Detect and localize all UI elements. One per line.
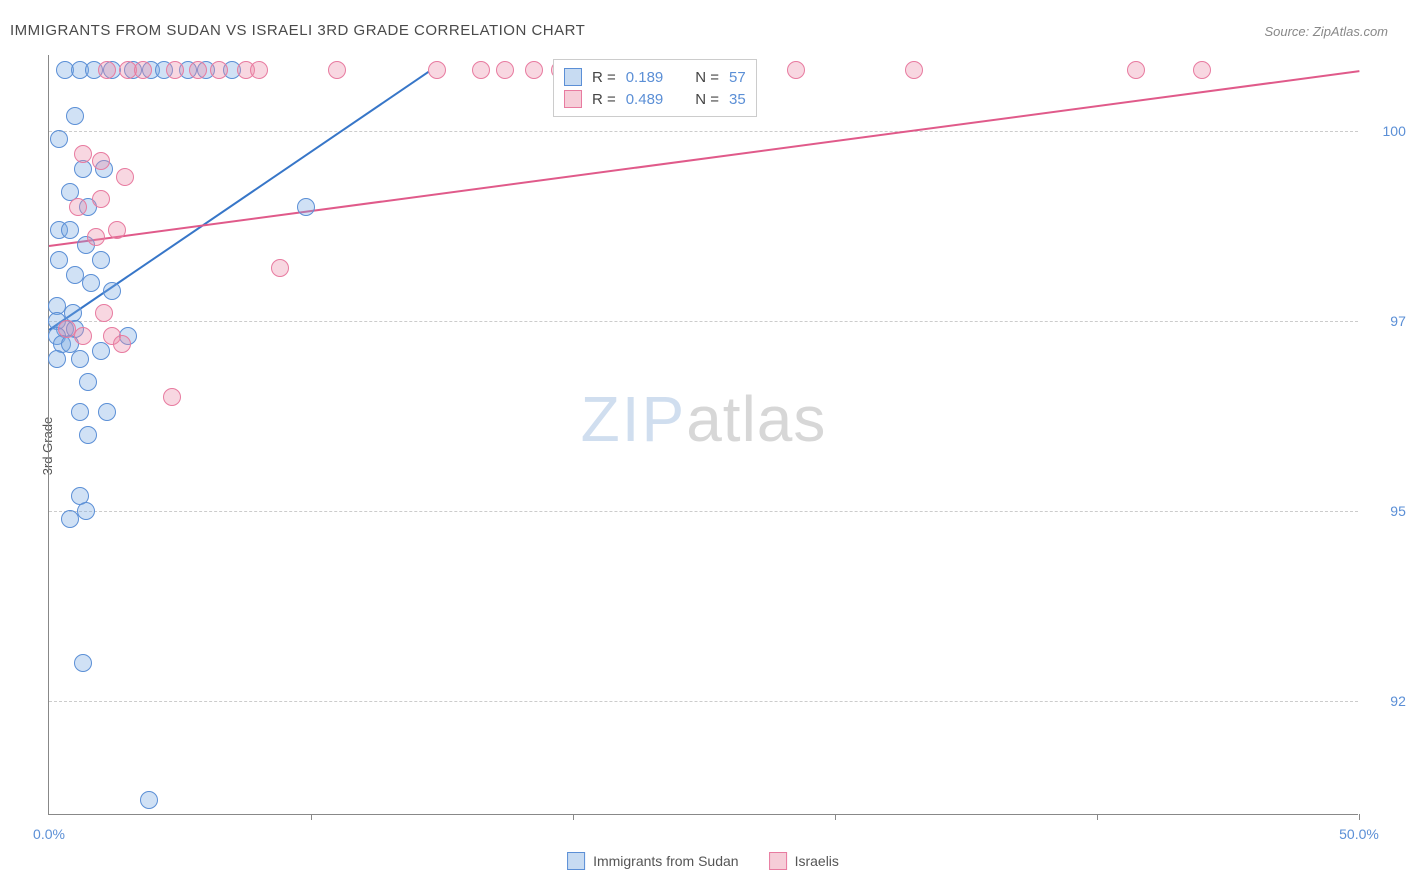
xtick-mark bbox=[573, 814, 574, 820]
data-point bbox=[905, 61, 923, 79]
data-point bbox=[95, 304, 113, 322]
data-point bbox=[71, 350, 89, 368]
ytick-label: 95.0% bbox=[1370, 503, 1406, 519]
legend-label-israelis: Israelis bbox=[795, 853, 839, 869]
gridline-h bbox=[49, 511, 1358, 512]
data-point bbox=[74, 145, 92, 163]
legend-swatch-israelis bbox=[769, 852, 787, 870]
data-point bbox=[66, 107, 84, 125]
gridline-h bbox=[49, 321, 1358, 322]
data-point bbox=[166, 61, 184, 79]
data-point bbox=[92, 190, 110, 208]
data-point bbox=[496, 61, 514, 79]
data-point bbox=[82, 274, 100, 292]
rn-r-value: 0.489 bbox=[626, 91, 664, 108]
xtick-mark bbox=[1359, 814, 1360, 820]
rn-r-label: R = bbox=[592, 91, 616, 108]
data-point bbox=[163, 388, 181, 406]
data-point bbox=[79, 426, 97, 444]
data-point bbox=[50, 130, 68, 148]
xtick-label: 0.0% bbox=[33, 826, 65, 842]
plot-area: ZIPatlas 92.5%95.0%97.5%100.0%0.0%50.0%R… bbox=[48, 55, 1358, 815]
watermark-zip: ZIP bbox=[581, 383, 687, 455]
rn-n-value: 35 bbox=[729, 91, 746, 108]
rn-swatch bbox=[564, 68, 582, 86]
data-point bbox=[50, 251, 68, 269]
legend-swatch-sudan bbox=[567, 852, 585, 870]
xtick-mark bbox=[1097, 814, 1098, 820]
data-point bbox=[74, 327, 92, 345]
data-point bbox=[108, 221, 126, 239]
data-point bbox=[787, 61, 805, 79]
data-point bbox=[92, 342, 110, 360]
xtick-mark bbox=[311, 814, 312, 820]
watermark: ZIPatlas bbox=[581, 382, 827, 456]
rn-legend-row: R = 0.189 N = 57 bbox=[564, 66, 746, 88]
data-point bbox=[472, 61, 490, 79]
data-point bbox=[98, 403, 116, 421]
xtick-label: 50.0% bbox=[1339, 826, 1379, 842]
bottom-legend: Immigrants from Sudan Israelis bbox=[567, 852, 839, 870]
ytick-label: 100.0% bbox=[1370, 123, 1406, 139]
rn-legend: R = 0.189 N = 57 R = 0.489 N = 35 bbox=[553, 59, 757, 117]
data-point bbox=[71, 403, 89, 421]
data-point bbox=[271, 259, 289, 277]
data-point bbox=[1193, 61, 1211, 79]
gridline-h bbox=[49, 131, 1358, 132]
gridline-h bbox=[49, 701, 1358, 702]
data-point bbox=[48, 350, 66, 368]
data-point bbox=[297, 198, 315, 216]
data-point bbox=[189, 61, 207, 79]
data-point bbox=[79, 373, 97, 391]
ytick-label: 97.5% bbox=[1370, 313, 1406, 329]
data-point bbox=[92, 152, 110, 170]
data-point bbox=[74, 654, 92, 672]
data-point bbox=[116, 168, 134, 186]
rn-n-value: 57 bbox=[729, 69, 746, 86]
chart-title: IMMIGRANTS FROM SUDAN VS ISRAELI 3RD GRA… bbox=[10, 22, 585, 39]
data-point bbox=[328, 61, 346, 79]
data-point bbox=[113, 335, 131, 353]
rn-legend-row: R = 0.489 N = 35 bbox=[564, 88, 746, 110]
legend-label-sudan: Immigrants from Sudan bbox=[593, 853, 739, 869]
xtick-mark bbox=[835, 814, 836, 820]
rn-swatch bbox=[564, 90, 582, 108]
rn-r-value: 0.189 bbox=[626, 69, 664, 86]
rn-r-label: R = bbox=[592, 69, 616, 86]
data-point bbox=[525, 61, 543, 79]
data-point bbox=[61, 510, 79, 528]
data-point bbox=[77, 502, 95, 520]
data-point bbox=[87, 228, 105, 246]
rn-n-label: N = bbox=[695, 91, 719, 108]
correlation-chart: IMMIGRANTS FROM SUDAN VS ISRAELI 3RD GRA… bbox=[0, 0, 1406, 892]
source-label: Source: ZipAtlas.com bbox=[1264, 24, 1388, 39]
data-point bbox=[250, 61, 268, 79]
data-point bbox=[210, 61, 228, 79]
legend-item-israelis: Israelis bbox=[769, 852, 839, 870]
rn-n-label: N = bbox=[695, 69, 719, 86]
data-point bbox=[103, 282, 121, 300]
data-point bbox=[1127, 61, 1145, 79]
legend-item-sudan: Immigrants from Sudan bbox=[567, 852, 739, 870]
data-point bbox=[92, 251, 110, 269]
data-point bbox=[134, 61, 152, 79]
data-point bbox=[140, 791, 158, 809]
data-point bbox=[428, 61, 446, 79]
data-point bbox=[61, 221, 79, 239]
watermark-atlas: atlas bbox=[686, 383, 826, 455]
data-point bbox=[98, 61, 116, 79]
ytick-label: 92.5% bbox=[1370, 693, 1406, 709]
data-point bbox=[69, 198, 87, 216]
